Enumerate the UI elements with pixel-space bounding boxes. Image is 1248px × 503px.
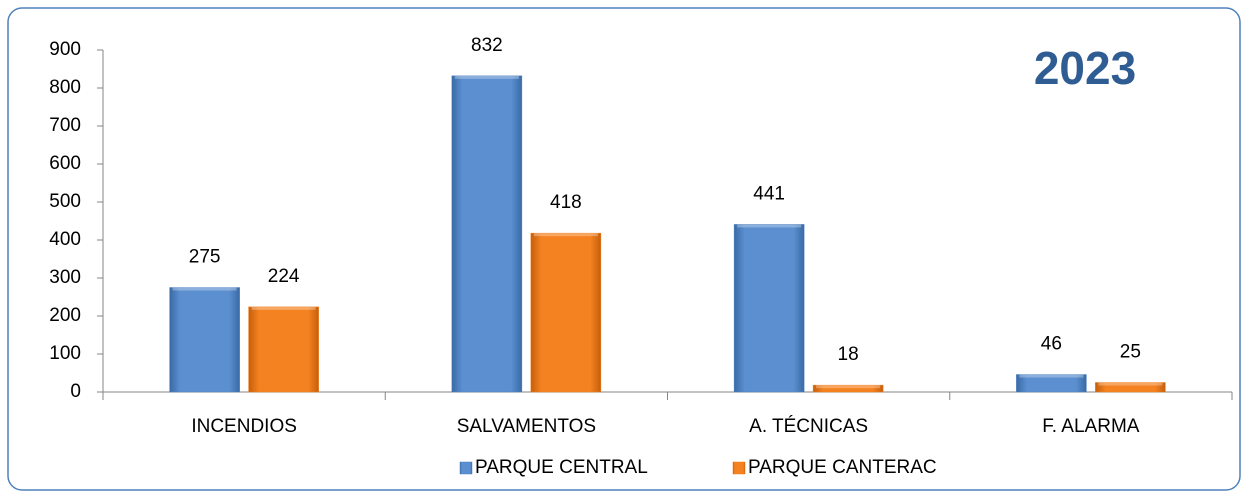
data-label: 46 xyxy=(1041,334,1062,355)
bar-top xyxy=(737,224,802,228)
bar xyxy=(248,306,319,393)
bar xyxy=(169,287,240,393)
legend-label: PARQUE CANTERAC xyxy=(748,457,937,478)
data-label: 418 xyxy=(550,192,582,213)
bar xyxy=(733,224,805,393)
bar xyxy=(451,75,523,393)
y-tick-label: 400 xyxy=(49,229,81,250)
bar-top xyxy=(1098,382,1163,386)
legend-swatch xyxy=(732,461,746,475)
bar-top xyxy=(251,306,316,310)
x-tick-label: F. ALARMA xyxy=(1042,416,1139,437)
y-tick-label: 600 xyxy=(49,153,81,174)
data-label: 832 xyxy=(471,35,503,56)
data-label: 18 xyxy=(838,344,859,365)
x-tick-label: A. TÉCNICAS xyxy=(749,416,868,437)
x-tick-label: INCENDIOS xyxy=(191,416,297,437)
bar xyxy=(812,384,884,393)
bar-top xyxy=(1019,374,1084,378)
y-tick-label: 200 xyxy=(49,305,81,326)
y-tick-label: 0 xyxy=(70,381,81,402)
x-tick-label: SALVAMENTOS xyxy=(457,416,596,437)
data-label: 275 xyxy=(189,247,221,268)
y-tick-label: 800 xyxy=(49,77,81,98)
legend-swatch xyxy=(459,461,473,475)
y-tick-label: 100 xyxy=(49,343,81,364)
bar-top xyxy=(533,233,598,237)
bar-top xyxy=(816,385,881,389)
bar-top xyxy=(172,287,237,291)
bar xyxy=(1016,374,1087,393)
data-label: 25 xyxy=(1120,342,1141,363)
y-tick-label: 300 xyxy=(49,267,81,288)
bar xyxy=(1095,382,1166,393)
y-tick-label: 900 xyxy=(49,39,81,60)
bar-top xyxy=(454,75,519,79)
data-label: 224 xyxy=(268,266,300,287)
data-label: 441 xyxy=(753,183,785,204)
legend-label: PARQUE CENTRAL xyxy=(475,457,648,478)
y-tick-label: 700 xyxy=(49,115,81,136)
chart-title: 2023 xyxy=(1034,42,1136,94)
bar xyxy=(530,232,602,393)
y-tick-label: 500 xyxy=(49,191,81,212)
